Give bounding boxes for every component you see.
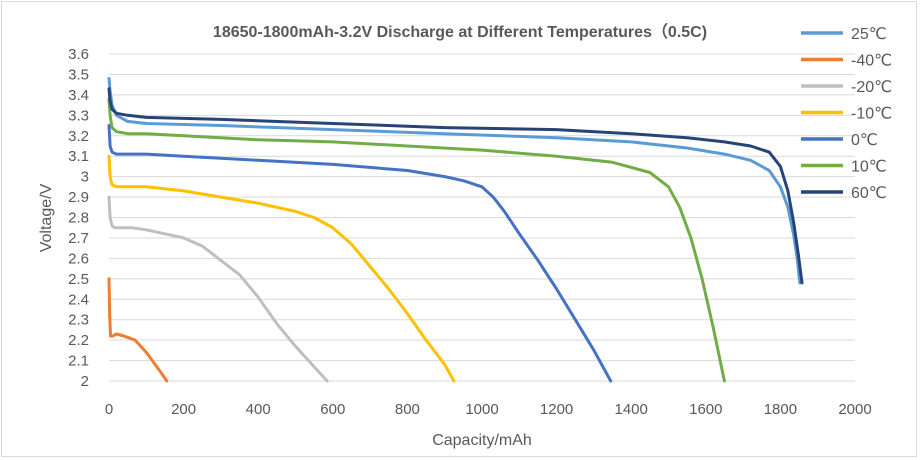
y-tick-label: 2.7 [68, 230, 89, 247]
x-tick-label: 1800 [764, 401, 797, 418]
x-axis-label: Capacity/mAh [432, 432, 532, 449]
x-tick-label: 1400 [615, 401, 648, 418]
x-tick-label: 2000 [838, 401, 871, 418]
y-tick-labels: 2 2.1 2.2 2.3 2.4 2.5 2.6 2.7 2.8 2.9 3 3.1 3.2 3.3 3.… [68, 46, 89, 390]
x-tick-label: 1000 [465, 401, 498, 418]
series-line-6 [107, 87, 804, 285]
y-tick-label: 3.3 [68, 107, 89, 124]
chart-title: 18650-1800mAh-3.2V Discharge at Differen… [213, 23, 707, 41]
legend: 25℃ -40℃ -20℃ -10℃ 0℃ 10℃ 60℃ [801, 26, 892, 202]
gridlines [109, 53, 855, 382]
x-tick-label: 1600 [689, 401, 722, 418]
y-tick-label: 2.8 [68, 210, 89, 227]
legend-label: -10℃ [851, 106, 892, 123]
legend-label: -20℃ [851, 79, 892, 96]
series-line-2 [107, 195, 329, 383]
x-tick-label: 200 [171, 401, 196, 418]
y-tick-label: 2.9 [68, 189, 89, 206]
y-tick-label: 2.5 [68, 271, 89, 288]
series-line-4 [107, 124, 613, 383]
y-tick-label: 3 [81, 169, 89, 186]
series-line-5 [107, 97, 726, 383]
x-tick-labels: 0 200 400 600 800 1000 1200 1400 1600 1800 2000 [105, 401, 872, 418]
y-tick-label: 2 [81, 373, 89, 390]
y-tick-label: 3.5 [68, 66, 89, 83]
y-tick-label: 2.6 [68, 250, 89, 267]
x-tick-label: 1200 [540, 401, 573, 418]
series-lines [107, 77, 804, 383]
series-line-3 [107, 154, 456, 383]
x-tick-label: 400 [246, 401, 271, 418]
y-axis-label: Voltage/V [38, 183, 55, 252]
legend-label: 10℃ [851, 159, 887, 176]
series-line-1 [107, 277, 169, 383]
y-tick-label: 3.4 [68, 87, 89, 104]
x-tick-label: 0 [105, 401, 113, 418]
legend-label: 25℃ [851, 26, 887, 43]
x-tick-label: 800 [395, 401, 420, 418]
y-tick-label: 2.4 [68, 291, 89, 308]
series-line-0 [107, 77, 802, 285]
y-tick-label: 2.3 [68, 312, 89, 329]
x-tick-label: 600 [320, 401, 345, 418]
y-tick-label: 3.2 [68, 128, 89, 145]
y-tick-label: 2.2 [68, 332, 89, 349]
y-tick-label: 3.1 [68, 148, 89, 165]
y-tick-label: 2.1 [68, 353, 89, 370]
y-tick-label: 3.6 [68, 46, 89, 63]
legend-label: 60℃ [851, 185, 887, 202]
legend-label: -40℃ [851, 53, 892, 70]
legend-label: 0℃ [851, 132, 878, 149]
